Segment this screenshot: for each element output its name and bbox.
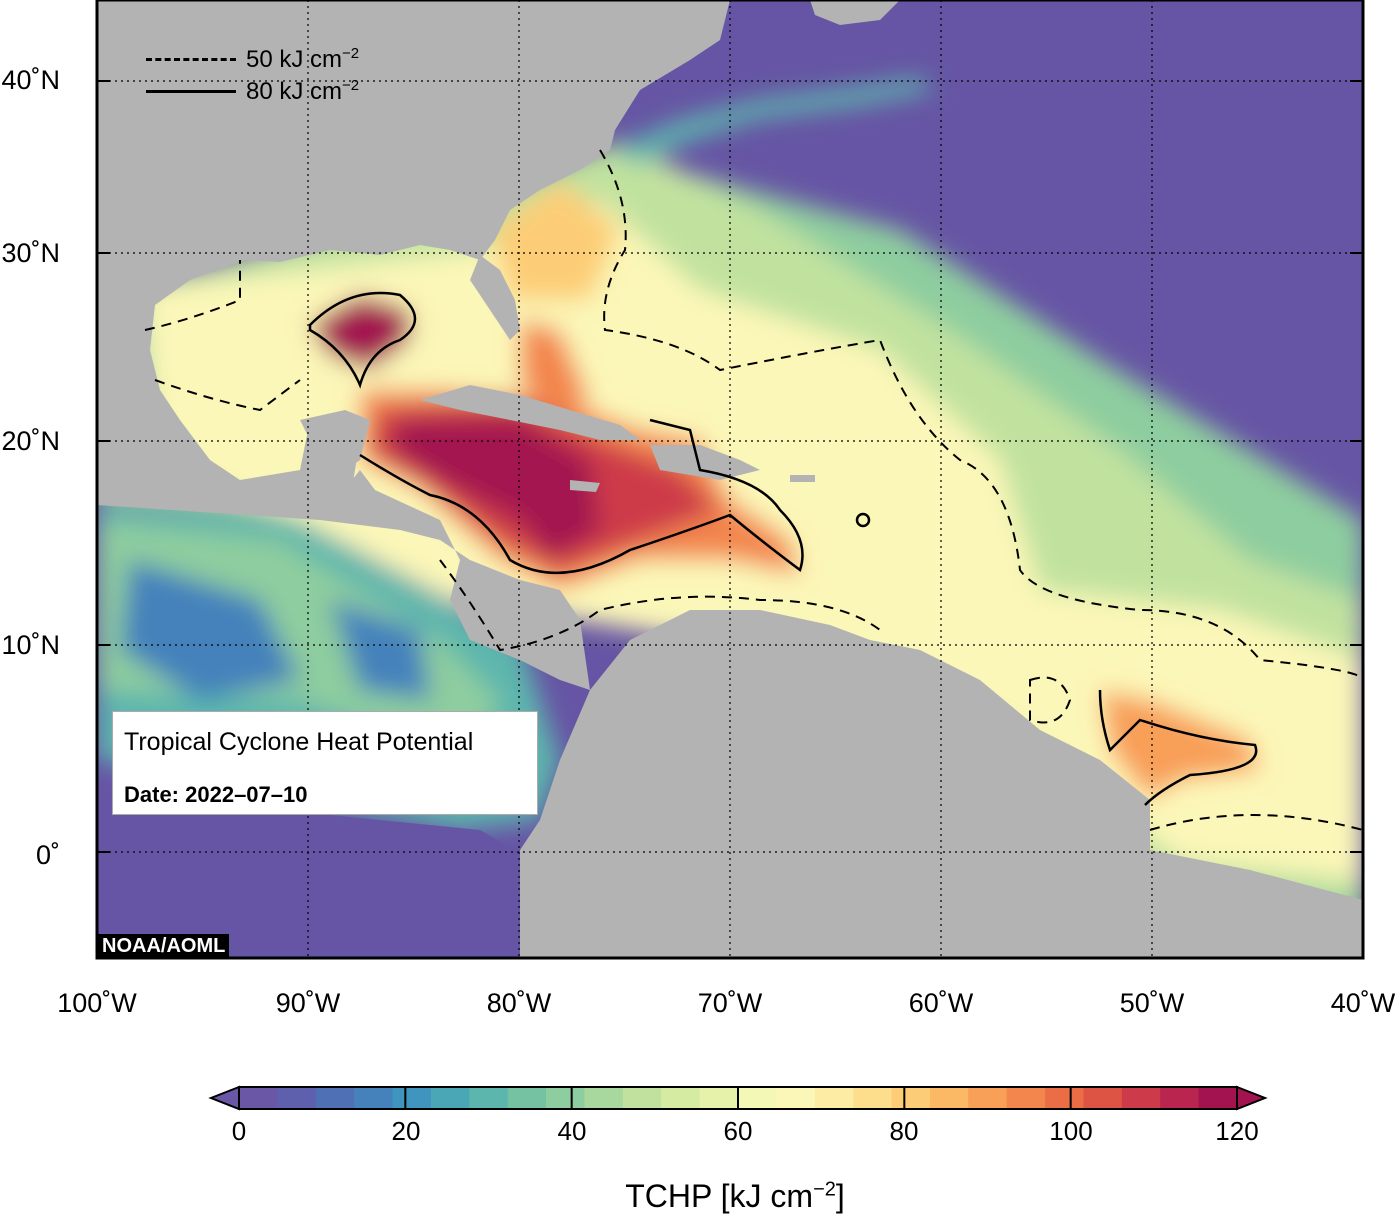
cuba [420,385,640,440]
axis-ticks [97,80,1363,853]
colorbar-segment [776,1087,816,1109]
colorbar-segment [738,1087,777,1109]
contours-80 [308,291,1258,806]
map-date: Date: 2022–07–10 [124,782,308,807]
lon-label-80w: 80˚W [486,988,552,1018]
contour-legend: 50 kJ cm−2 80 kJ cm−2 [110,40,410,110]
cbar-tick-0: 0 [231,1116,247,1146]
lat-label-10n: 10˚N [1,630,60,660]
map-title: Tropical Cyclone Heat Potential [124,728,474,756]
cbar-tick-60: 60 [723,1116,753,1146]
lon-label-70w: 70˚W [697,988,763,1018]
credit-label: NOAA/AOML [98,934,230,958]
legend-dashed-text: 50 kJ cm−2 [246,45,360,73]
colorbar-over-arrow [1236,1085,1268,1111]
lat-label-0: 0˚ [35,840,60,870]
colorbar-segment [354,1087,394,1109]
colorbar-segment [315,1087,355,1109]
colorbar-segment [469,1087,509,1109]
colorbar-segment [968,1087,1008,1109]
colorbar-title: TCHP [kJ cm−2] [625,1178,845,1214]
colorbar-segment [1006,1087,1046,1109]
map-frame [95,0,1365,960]
lon-label-100w: 100˚W [57,988,137,1018]
colorbar-segment [622,1087,662,1109]
colorbar-segment [853,1087,893,1109]
cbar-tick-100: 100 [1049,1116,1093,1146]
colorbar-segment [1198,1087,1238,1109]
lon-label-40w: 40˚W [1330,988,1396,1018]
cbar-tick-120: 120 [1215,1116,1259,1146]
legend-solid-text: 80 kJ cm−2 [246,77,360,105]
colorbar-segment [239,1087,278,1109]
colorbar-segment [661,1087,701,1109]
colorbar-segment [1160,1087,1200,1109]
colorbar-segment [392,1087,432,1109]
colorbar-segment [1045,1087,1084,1109]
colorbar [208,1085,1268,1111]
lat-label-20n: 20˚N [1,426,60,456]
solid-line-sample [146,90,236,93]
colorbar-segment [929,1087,969,1109]
colorbar-segment [584,1087,624,1109]
colorbar-segment [430,1087,470,1109]
north-america [97,0,730,520]
contours-50 [144,149,1363,831]
colorbar-segment [1121,1087,1161,1109]
colorbar-under-arrow [208,1085,240,1111]
lon-label-50w: 50˚W [1119,988,1185,1018]
colorbar-segment [699,1087,739,1109]
cbar-tick-20: 20 [391,1116,421,1146]
colorbar-segment [277,1087,317,1109]
lat-label-40n: 40˚N [1,65,60,95]
pacific-deep [97,810,515,958]
cbar-tick-80: 80 [889,1116,919,1146]
colorbar-segment [1083,1087,1123,1109]
colorbar-segment [507,1087,547,1109]
dashed-line-sample [146,58,236,61]
lon-label-60w: 60˚W [908,988,974,1018]
lon-label-90w: 90˚W [275,988,341,1018]
cbar-tick-40: 40 [557,1116,587,1146]
colorbar-segment [891,1087,931,1109]
lat-label-30n: 30˚N [1,238,60,268]
hispaniola [650,445,760,480]
info-box: Tropical Cyclone Heat Potential Date: 20… [112,711,538,815]
colorbar-segment [814,1087,854,1109]
colorbar-segment [546,1087,585,1109]
